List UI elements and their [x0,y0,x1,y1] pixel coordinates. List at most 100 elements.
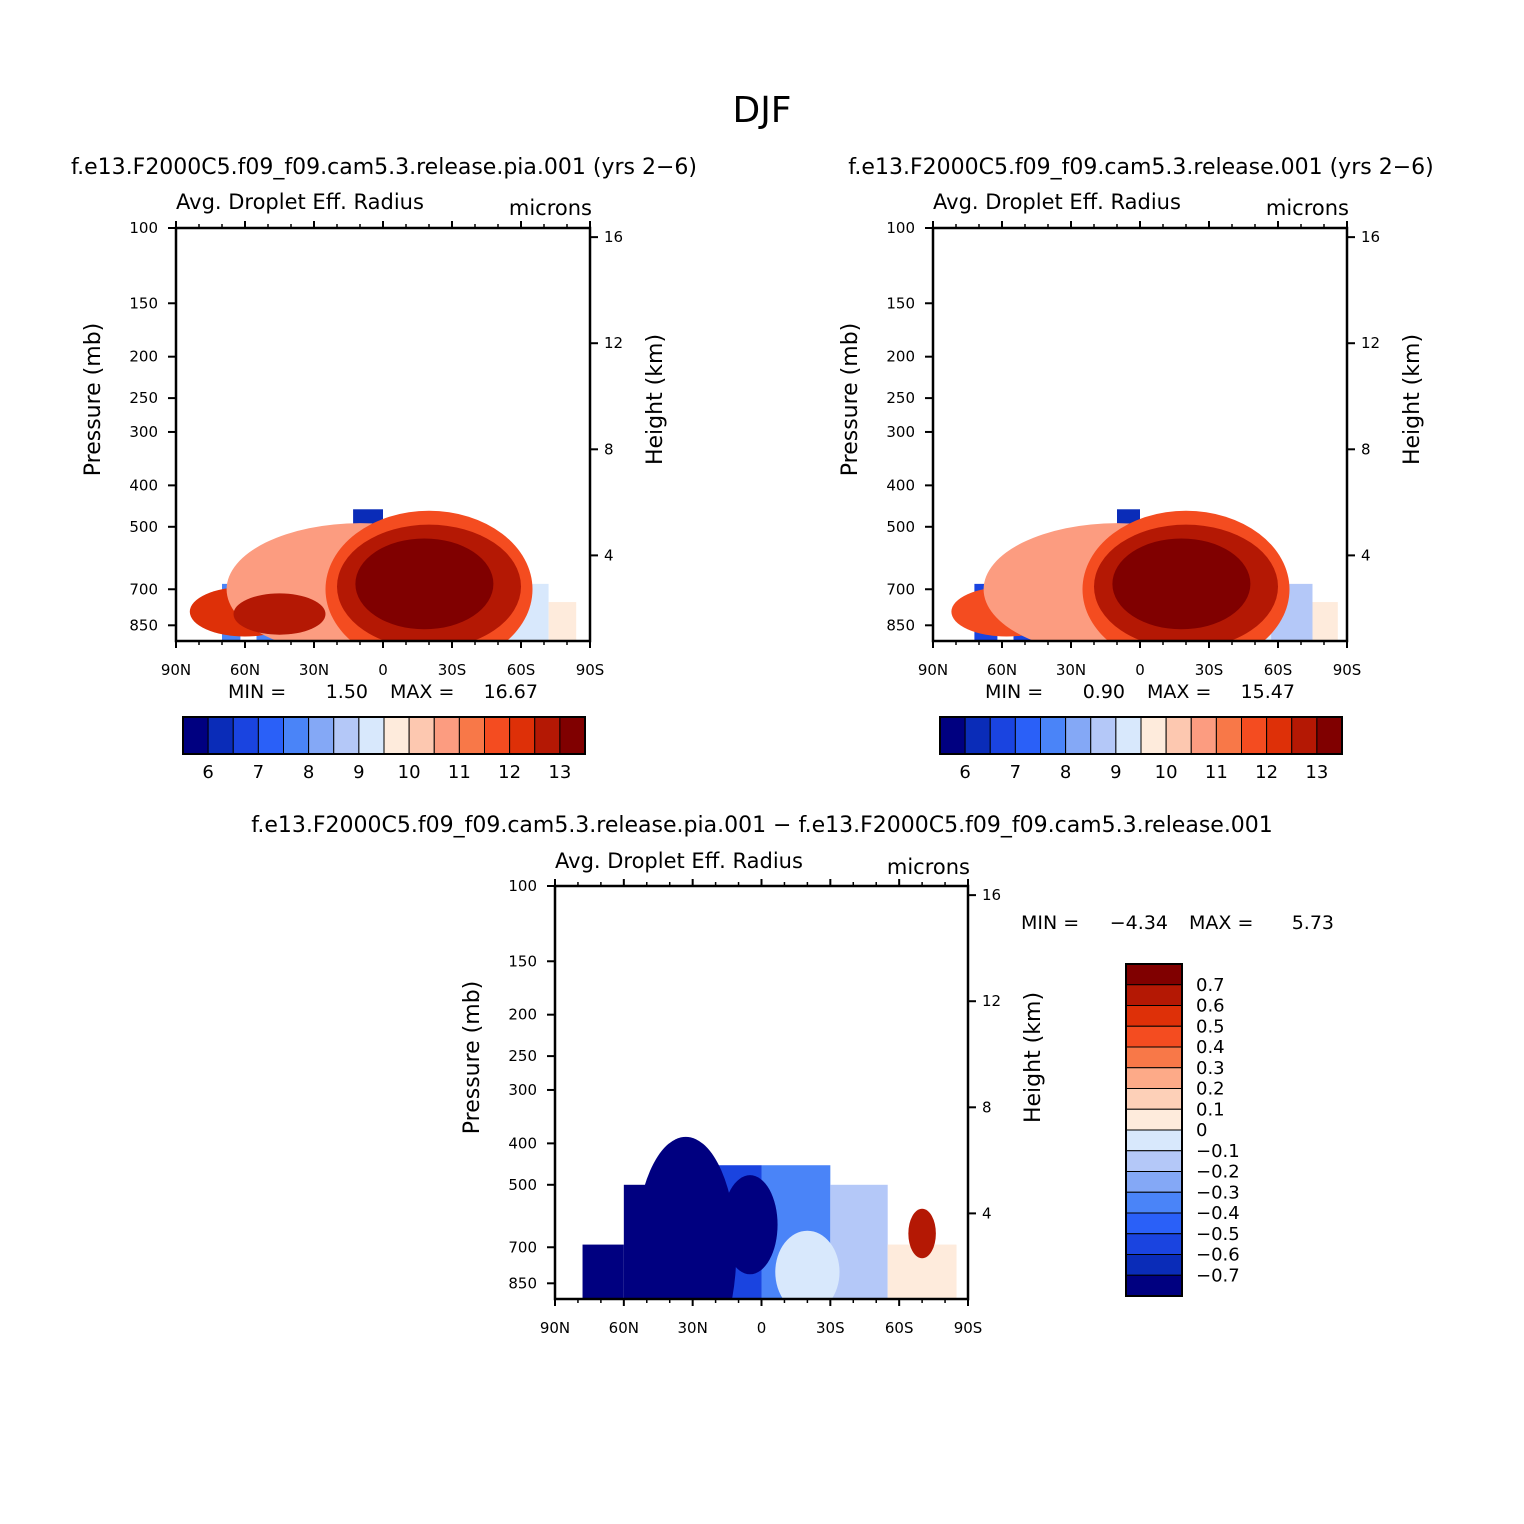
colorbar-frame [182,716,586,755]
field-diff [582,1136,957,1299]
colorbar-label: 13 [548,762,571,783]
colorbar-swatch [1125,1067,1183,1089]
x-tick-label: 60S [1264,661,1293,679]
colorbar-label: 11 [448,762,471,783]
y2-tick-label: 16 [1361,228,1380,246]
min-label-diff: MIN = [1021,912,1079,934]
colorbar-swatch [1316,716,1343,755]
colorbar-label: −0.1 [1196,1141,1240,1162]
colorbar-label: 0.3 [1196,1058,1225,1079]
y2-tick-label: 12 [1361,334,1380,352]
x-tick-label: 90S [954,1319,983,1337]
x-tick-label: 30S [816,1319,845,1337]
colorbar-swatch [1215,716,1242,755]
colorbar-swatch [509,716,536,755]
max-label-right: MAX = [1147,681,1211,703]
y-tick-label: 850 [886,616,915,634]
colorbar-swatch [1125,1191,1183,1214]
y-tick-label: 100 [886,219,915,237]
colorbar-right: 6 7 8 9 10 11 12 13 [939,716,1343,783]
y2-tick-label: 12 [604,334,623,352]
max-label-diff: MAX = [1189,912,1253,934]
var-title-diff: Avg. Droplet Eff. Radius [555,849,803,873]
x-tick-label: 30N [678,1319,708,1337]
y-tick-label: 500 [129,518,158,536]
min-value-diff: −4.34 [1110,912,1168,934]
y2-tick-label: 12 [982,992,1001,1010]
max-value-diff: 5.73 [1292,912,1334,934]
field-blob-1 [722,1175,778,1275]
colorbar-swatch [308,716,335,755]
field-blob-3 [908,1208,936,1259]
x-tick-label: 0 [1135,661,1145,679]
colorbar-swatch [1125,1171,1183,1193]
field-blob-2 [775,1230,840,1299]
max-label-left: MAX = [390,681,454,703]
y-tick-label: 500 [886,518,915,536]
y2-tick-label: 4 [604,546,614,564]
colorbar-swatch [1241,716,1268,755]
var-title-right: Avg. Droplet Eff. Radius [933,190,1181,214]
y-tick-label: 300 [129,423,158,441]
y-tick-label: 700 [886,580,915,598]
colorbar-swatch [939,716,966,755]
field-left [189,509,577,641]
y-tick-label: 100 [129,219,158,237]
colorbar-swatch [1125,1212,1183,1235]
case-title-right: f.e13.F2000C5.f09_f09.cam5.3.release.001… [848,155,1433,180]
colorbar-left: 6 7 8 9 10 11 12 13 [182,716,586,783]
colorbar-label: 9 [353,762,364,783]
colorbar-label: 10 [398,762,421,783]
field-right [951,509,1338,641]
max-value-left: 16.67 [484,681,538,703]
plot-diff: 90N 60N 30N 0 30S 60S 90S 100 150 200 250 300 400 500… [460,877,1046,1337]
colorbar-swatch [1165,716,1192,755]
x-tick-label: 90N [540,1319,570,1337]
colorbar-swatch [283,716,310,755]
field-blob-5 [1112,538,1251,630]
y-axis-label: Pressure (mb) [838,323,863,477]
y-tick-label: 250 [129,389,158,407]
y-tick-label: 100 [508,877,537,895]
colorbar-swatch [1040,716,1067,755]
colorbar-swatch [1125,1233,1183,1255]
colorbar-frame [939,716,1343,755]
y-tick-label: 200 [508,1006,537,1024]
y-tick-label: 400 [508,1134,537,1152]
y2-axis-label: Height (km) [1400,334,1425,465]
colorbar-diff: 0.70.60.50.40.30.20.10−0.1−0.2−0.3−0.4−0… [1125,963,1240,1297]
colorbar-swatch [1125,1150,1183,1172]
y-tick-label: 300 [508,1081,537,1099]
colorbar-swatch [1125,1088,1183,1110]
colorbar-swatch [534,716,561,755]
x-tick-label: 30S [438,661,467,679]
units-right: microns [1266,196,1349,220]
colorbar-label: 0.2 [1196,1079,1225,1100]
y2-axis-label: Height (km) [1021,992,1046,1123]
colorbar-swatch [1190,716,1217,755]
field-blob-5 [233,593,326,635]
colorbar-swatch [559,716,586,755]
x-tick-label: 0 [757,1319,767,1337]
y-axis-label: Pressure (mb) [460,981,485,1135]
colorbar-swatch [989,716,1016,755]
colorbar-swatch [1090,716,1117,755]
y2-tick-label: 8 [604,440,614,458]
field-band-4 [830,1184,888,1299]
colorbar-swatch [182,716,209,755]
field-band-8 [1312,602,1338,641]
y-tick-label: 700 [508,1238,537,1256]
colorbar-label: 0.5 [1196,1016,1225,1037]
colorbar-swatch [257,716,284,755]
case-title-left: f.e13.F2000C5.f09_f09.cam5.3.release.pia… [71,155,697,180]
colorbar-swatch [207,716,234,755]
min-label-left: MIN = [228,681,286,703]
x-tick-label: 60S [507,661,536,679]
colorbar-swatch [458,716,485,755]
plot-left: 90N 60N 30N 0 30S 60S 90S 100 150 200 250 300 400 500… [81,219,668,679]
colorbar-swatch [383,716,410,755]
colorbar-label: 6 [959,762,970,783]
colorbar-swatch [232,716,259,755]
x-tick-label: 90S [576,661,605,679]
